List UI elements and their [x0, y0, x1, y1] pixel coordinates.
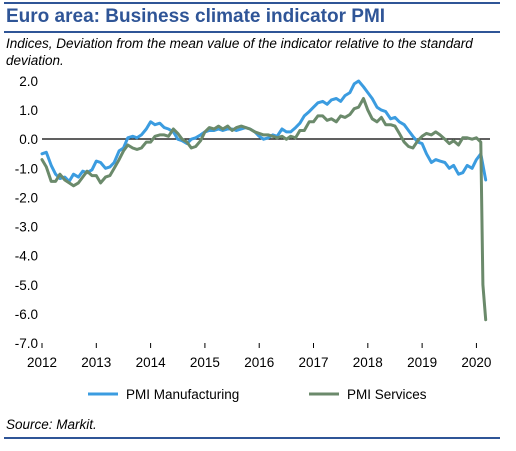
y-tick-label: -1.0 — [15, 161, 38, 176]
chart-title: Euro area: Business climate indicator PM… — [6, 6, 386, 27]
series-line-pmi-services — [40, 97, 488, 322]
y-tick-label: 2.0 — [19, 74, 38, 89]
legend-label-pmi-manufacturing: PMI Manufacturing — [126, 387, 239, 402]
x-tick-label: 2017 — [298, 355, 328, 370]
y-axis-ticks: 2.0 1.0 0.0 -1.0 -2.0 -3.0 -4.0 -5.0 -6.0 -7.0 — [15, 74, 38, 351]
source-note: Source: Markit. — [6, 417, 97, 432]
x-tick-label: 2012 — [27, 355, 57, 370]
y-tick-label: -7.0 — [15, 336, 38, 351]
bottom-rule — [4, 437, 500, 439]
x-tick-label: 2016 — [244, 355, 274, 370]
chart-subtitle: Indices, Deviation from the mean value o… — [6, 36, 473, 68]
x-axis-ticks: 2012 2013 2014 2015 2016 2017 2018 2019 2020 — [27, 343, 491, 370]
y-tick-label: -5.0 — [15, 278, 38, 293]
x-tick-label: 2019 — [407, 355, 437, 370]
series-lines — [40, 79, 488, 322]
y-tick-label: -2.0 — [15, 190, 38, 205]
title-rule — [4, 31, 500, 33]
legend-label-pmi-services: PMI Services — [347, 387, 427, 402]
x-tick-label: 2018 — [353, 355, 383, 370]
legend: PMI Manufacturing PMI Services — [88, 387, 427, 402]
x-tick-label: 2020 — [461, 355, 491, 370]
series-line-pmi-manufacturing — [40, 79, 488, 183]
x-tick-label: 2015 — [190, 355, 220, 370]
top-rule — [4, 2, 500, 4]
y-tick-label: 1.0 — [19, 103, 38, 118]
y-tick-label: -6.0 — [15, 307, 38, 322]
x-tick-label: 2014 — [136, 355, 167, 370]
y-tick-label: 0.0 — [19, 132, 38, 147]
y-tick-label: -3.0 — [15, 220, 38, 235]
y-tick-label: -4.0 — [15, 249, 38, 264]
x-tick-label: 2013 — [81, 355, 111, 370]
